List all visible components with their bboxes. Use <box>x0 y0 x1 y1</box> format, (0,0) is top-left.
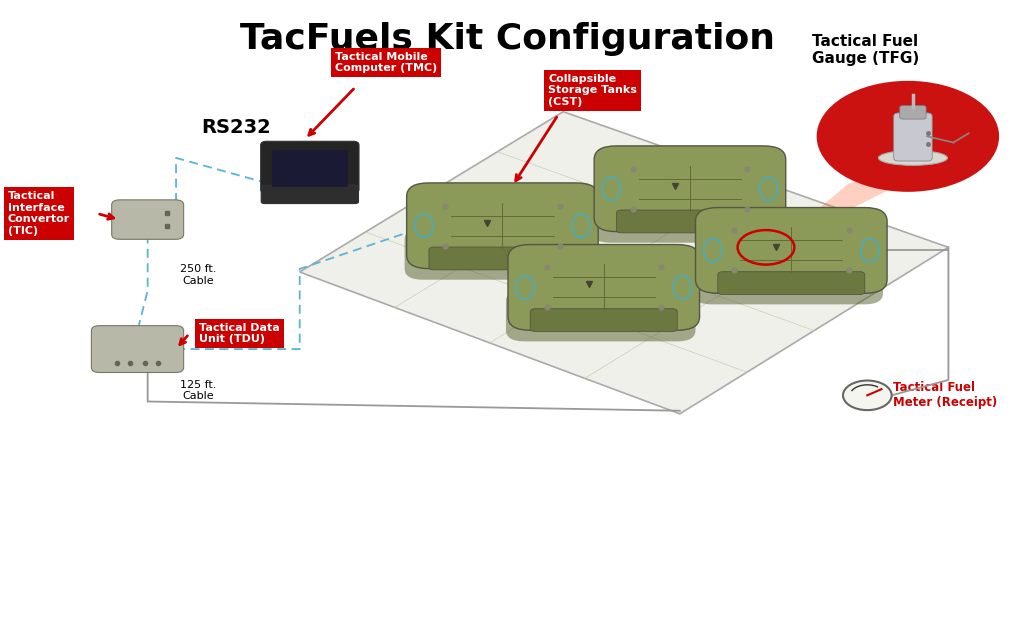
FancyBboxPatch shape <box>404 228 594 280</box>
Text: 125 ft.
Cable: 125 ft. Cable <box>753 265 790 286</box>
FancyBboxPatch shape <box>429 247 575 270</box>
FancyBboxPatch shape <box>407 183 598 269</box>
Text: Collapsible
Storage Tanks
(CST): Collapsible Storage Tanks (CST) <box>548 74 637 107</box>
Ellipse shape <box>879 151 947 166</box>
Polygon shape <box>773 156 958 247</box>
Text: Tactical Mobile
Computer (TMC): Tactical Mobile Computer (TMC) <box>335 51 437 73</box>
FancyBboxPatch shape <box>508 245 699 330</box>
FancyBboxPatch shape <box>112 200 183 239</box>
Text: 125 ft.
Cable: 125 ft. Cable <box>443 234 480 255</box>
FancyBboxPatch shape <box>530 309 677 331</box>
FancyBboxPatch shape <box>616 210 764 233</box>
FancyBboxPatch shape <box>695 208 887 294</box>
Text: 250 ft.
Cable: 250 ft. Cable <box>180 265 216 286</box>
Text: 125 ft.
Cable: 125 ft. Cable <box>180 379 216 401</box>
FancyBboxPatch shape <box>718 272 865 295</box>
FancyBboxPatch shape <box>592 191 781 243</box>
Text: RS232: RS232 <box>201 117 270 137</box>
Text: TacFuels Kit Configuration: TacFuels Kit Configuration <box>240 22 775 56</box>
Circle shape <box>816 81 999 192</box>
FancyBboxPatch shape <box>261 142 359 193</box>
FancyBboxPatch shape <box>594 146 785 232</box>
FancyBboxPatch shape <box>91 326 183 373</box>
Text: Tactical
Interface
Convertor
(TIC): Tactical Interface Convertor (TIC) <box>8 191 70 236</box>
Text: 125 ft.
Cable: 125 ft. Cable <box>641 190 678 212</box>
FancyBboxPatch shape <box>894 113 932 161</box>
Text: Tactical Fuel
Meter (Receipt): Tactical Fuel Meter (Receipt) <box>893 381 997 409</box>
FancyBboxPatch shape <box>506 290 695 341</box>
Polygon shape <box>300 112 948 414</box>
FancyBboxPatch shape <box>261 185 358 203</box>
Text: Tactical Fuel
Gauge (TFG): Tactical Fuel Gauge (TFG) <box>812 34 919 66</box>
FancyBboxPatch shape <box>271 150 348 187</box>
Circle shape <box>843 381 892 410</box>
Text: Tactical Data
Unit (TDU): Tactical Data Unit (TDU) <box>200 323 281 344</box>
FancyBboxPatch shape <box>900 106 926 119</box>
FancyBboxPatch shape <box>693 253 883 305</box>
